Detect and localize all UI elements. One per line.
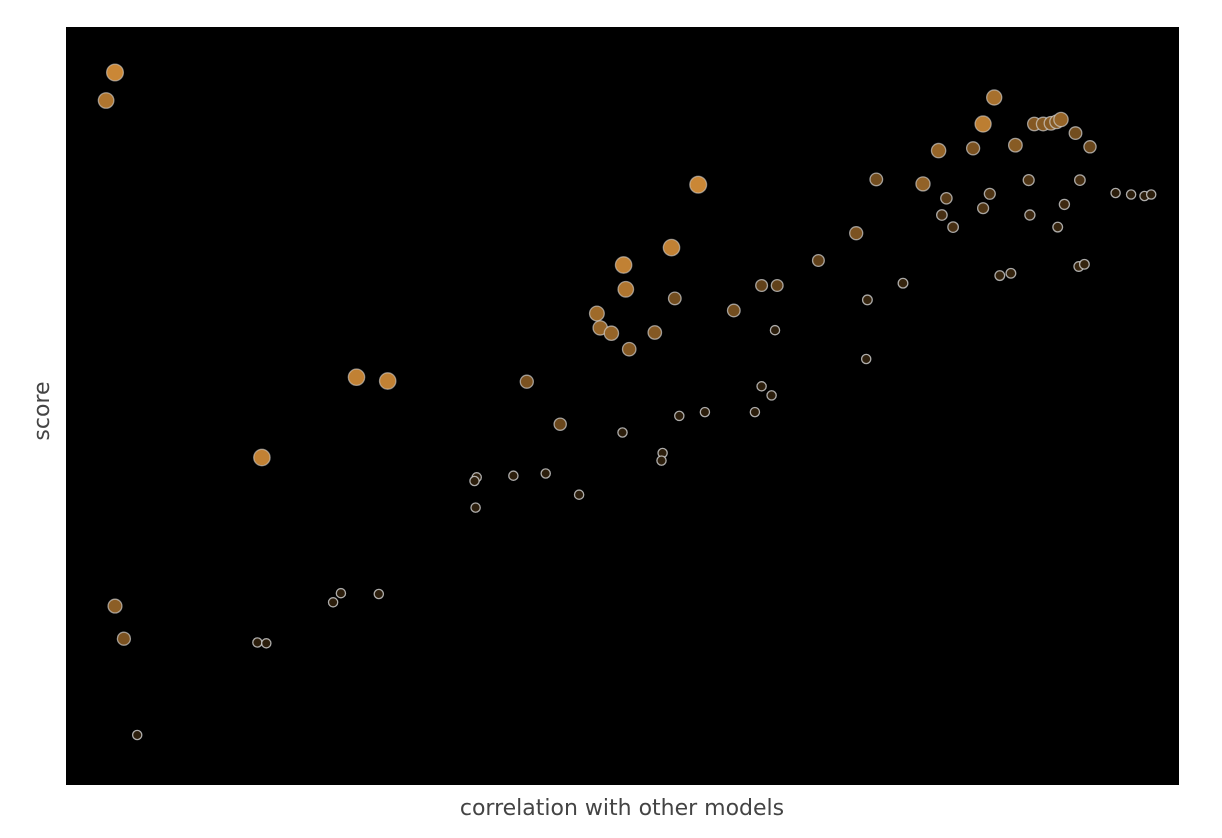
x-axis-label: correlation with other models <box>460 796 784 821</box>
scatter-point <box>869 172 884 187</box>
scatter-point <box>253 448 271 467</box>
scatter-point <box>662 238 681 257</box>
scatter-point <box>373 588 385 600</box>
scatter-point <box>947 221 959 234</box>
scatter-point <box>469 475 480 487</box>
scatter-point <box>540 468 551 479</box>
scatter-point <box>588 305 605 322</box>
scatter-point <box>936 209 948 221</box>
scatter-point <box>756 381 767 392</box>
scatter-point <box>811 253 825 268</box>
scatter-point <box>1052 221 1064 233</box>
scatter-point <box>378 372 397 390</box>
scatter-point <box>766 390 777 401</box>
scatter-point <box>974 115 992 133</box>
scatter-point <box>755 278 769 293</box>
scatter-point <box>726 303 741 318</box>
scatter-point <box>603 325 620 341</box>
scatter-point <box>647 325 663 340</box>
scatter-point <box>1068 126 1083 141</box>
scatter-point <box>621 341 637 357</box>
scatter-point <box>983 187 996 200</box>
scatter-point <box>656 455 667 466</box>
scatter-point <box>1145 189 1157 200</box>
scatter-point <box>769 324 781 336</box>
scatter-point <box>116 631 132 646</box>
scatter-point <box>965 141 981 156</box>
scatter-point <box>1083 140 1097 154</box>
scatter-point <box>689 175 708 194</box>
scatter-point <box>1022 173 1035 187</box>
scatter-point <box>1058 198 1071 211</box>
scatter-point <box>940 191 953 205</box>
scatter-point <box>335 587 347 599</box>
scatter-point <box>327 597 339 608</box>
scatter-point <box>1110 187 1121 199</box>
scatter-point <box>915 176 931 192</box>
scatter-point <box>519 374 534 389</box>
scatter-point <box>994 270 1006 282</box>
scatter-point <box>667 291 682 306</box>
scatter-point <box>1007 137 1023 153</box>
scatter-point <box>930 142 947 159</box>
scatter-point <box>1053 111 1069 128</box>
scatter-point <box>252 637 263 648</box>
scatter-point <box>105 63 125 82</box>
scatter-point <box>1125 189 1137 200</box>
scatter-point <box>976 202 990 215</box>
scatter-point <box>749 406 761 418</box>
scatter-point <box>553 417 567 431</box>
scatter-point <box>674 410 685 422</box>
scatter-point <box>131 729 143 741</box>
scatter-point <box>985 89 1003 106</box>
scatter-point <box>573 489 585 500</box>
scatter-point <box>861 294 873 306</box>
scatter-point <box>1005 267 1017 279</box>
scatter-point <box>347 368 366 387</box>
scatter-point <box>897 277 909 289</box>
plot-area <box>66 27 1179 785</box>
scatter-point <box>1078 258 1090 270</box>
scatter-point <box>617 427 628 438</box>
scatter-point <box>849 226 864 241</box>
scatter-point <box>617 280 635 298</box>
scatter-point <box>1074 174 1086 187</box>
y-axis-label: score <box>30 381 55 440</box>
scatter-point <box>470 502 481 513</box>
scatter-point <box>261 638 272 649</box>
data-points <box>97 63 1157 741</box>
scatter-point <box>860 353 872 365</box>
scatter-point <box>699 406 711 418</box>
scatter-point <box>107 598 123 614</box>
scatter-point <box>770 278 784 293</box>
scatter-point <box>614 256 633 274</box>
scatter-point <box>508 470 519 481</box>
scatter-point <box>97 92 115 109</box>
scatter-point <box>1024 209 1036 221</box>
